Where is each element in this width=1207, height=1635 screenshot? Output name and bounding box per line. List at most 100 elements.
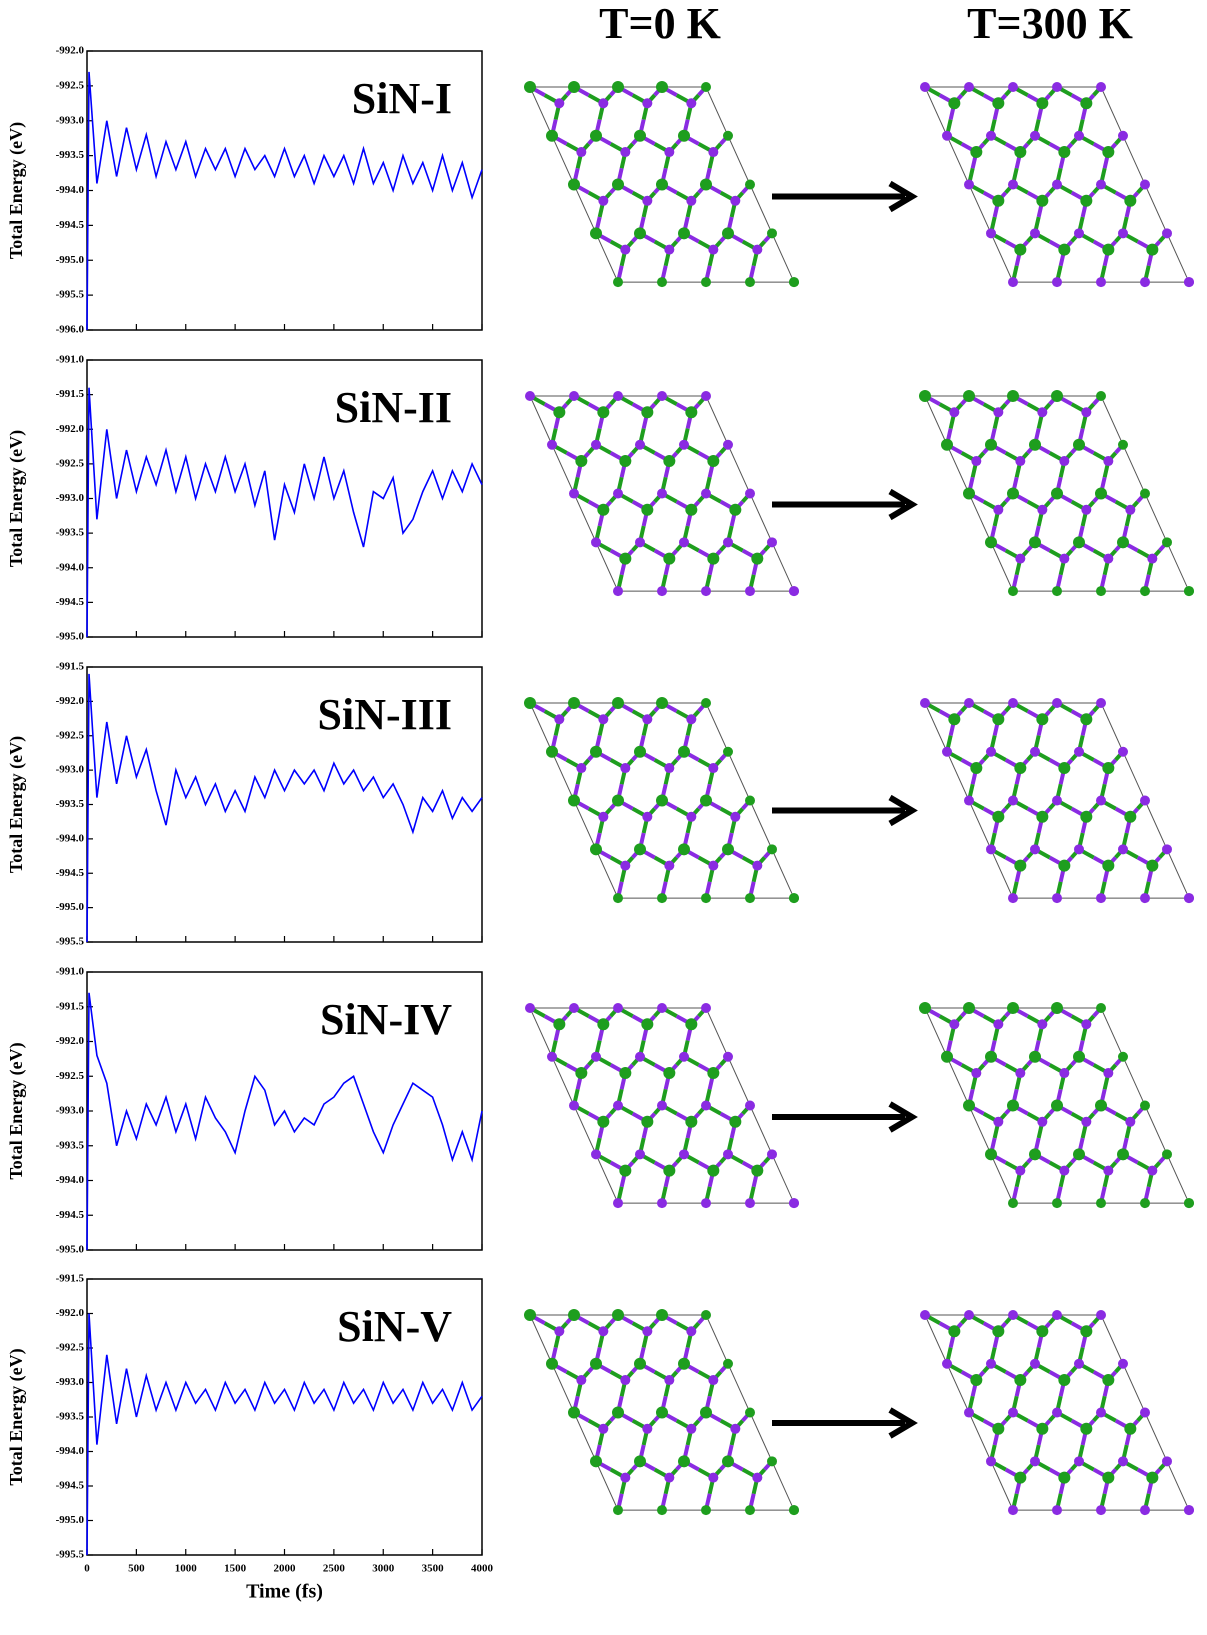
atom (663, 455, 675, 467)
atom (686, 196, 696, 206)
atom (700, 179, 712, 191)
atom (993, 505, 1003, 515)
y-tick-label: -995.5 (56, 289, 85, 301)
atom (1015, 1068, 1025, 1078)
atom (1030, 747, 1040, 757)
y-tick-label: -995.0 (56, 1514, 85, 1526)
atom (701, 1101, 711, 1111)
atom (685, 406, 697, 418)
x-tick-label: 3500 (422, 1563, 445, 1575)
atom (992, 713, 1004, 725)
atom (985, 1148, 997, 1160)
atom (919, 1002, 931, 1014)
atom (1074, 844, 1084, 854)
atom (634, 1358, 646, 1370)
atom (986, 844, 996, 854)
atom (612, 1407, 624, 1419)
atom (612, 795, 624, 807)
atom (686, 98, 696, 108)
atom (1051, 1100, 1063, 1112)
atom (942, 131, 952, 141)
atom (701, 586, 711, 596)
x-tick-label: 2000 (274, 1563, 297, 1575)
atom (613, 1505, 623, 1515)
atom (664, 245, 674, 255)
atom (920, 82, 930, 92)
atom (569, 1003, 579, 1013)
atom (590, 843, 602, 855)
x-tick-label: 1500 (224, 1563, 247, 1575)
panel-title: SiN-IV (320, 995, 452, 1044)
atom (701, 893, 711, 903)
atom (568, 179, 580, 191)
atom (1073, 1051, 1085, 1063)
atom (679, 537, 689, 547)
page: T=0 K T=300 K -992.0-992.5-993.0-993.5-9… (0, 0, 1207, 1635)
atom (613, 489, 623, 499)
atom (1184, 277, 1194, 287)
atom (634, 1455, 646, 1467)
atom (1095, 488, 1107, 500)
atom (1102, 762, 1114, 774)
atom (708, 763, 718, 773)
atom (745, 796, 755, 806)
atom (707, 455, 719, 467)
atom (767, 1149, 777, 1159)
atom (1037, 407, 1047, 417)
atom (948, 713, 960, 725)
atom (964, 180, 974, 190)
x-tick-label: 3000 (372, 1563, 395, 1575)
atom (1080, 97, 1092, 109)
y-tick-label: -995.0 (56, 631, 85, 643)
atom (576, 147, 586, 157)
y-tick-label: -993.5 (56, 1139, 85, 1151)
atom (708, 245, 718, 255)
atom (1030, 228, 1040, 238)
atom (1008, 698, 1018, 708)
atom (745, 893, 755, 903)
atom (1146, 860, 1158, 872)
atom (568, 697, 580, 709)
atom (993, 1019, 1003, 1029)
atom (1037, 505, 1047, 515)
atom (723, 1359, 733, 1369)
atom (656, 179, 668, 191)
atom (525, 1003, 535, 1013)
atom (619, 1165, 631, 1177)
atom (1118, 1359, 1128, 1369)
atom (789, 586, 799, 596)
atom (657, 586, 667, 596)
atom (613, 1198, 623, 1208)
y-tick-label: -992.5 (56, 457, 85, 469)
atom (634, 130, 646, 142)
crystal-structure (920, 698, 1194, 903)
atom (963, 1002, 975, 1014)
atom (1058, 1374, 1070, 1386)
atom (701, 1505, 711, 1515)
x-tick-label: 4000 (471, 1563, 494, 1575)
atom (1162, 537, 1172, 547)
atom (1096, 698, 1106, 708)
atom (1029, 1051, 1041, 1063)
atom (1058, 762, 1070, 774)
atom (1081, 1019, 1091, 1029)
y-tick-label: -991.5 (56, 661, 85, 673)
atom (1036, 713, 1048, 725)
x-tick-label: 2500 (323, 1563, 346, 1575)
atom (575, 1067, 587, 1079)
atom (1008, 277, 1018, 287)
atom (1124, 195, 1136, 207)
atom (656, 1407, 668, 1419)
atom (1080, 1325, 1092, 1337)
atom (1052, 796, 1062, 806)
atom (730, 196, 740, 206)
panel-title: SiN-I (352, 74, 452, 123)
atom (613, 893, 623, 903)
y-tick-label: -991.5 (56, 1273, 85, 1285)
atom (685, 1116, 697, 1128)
crystal-structure (919, 1002, 1194, 1208)
atom (985, 536, 997, 548)
atom (664, 763, 674, 773)
atom (613, 586, 623, 596)
atom (679, 440, 689, 450)
